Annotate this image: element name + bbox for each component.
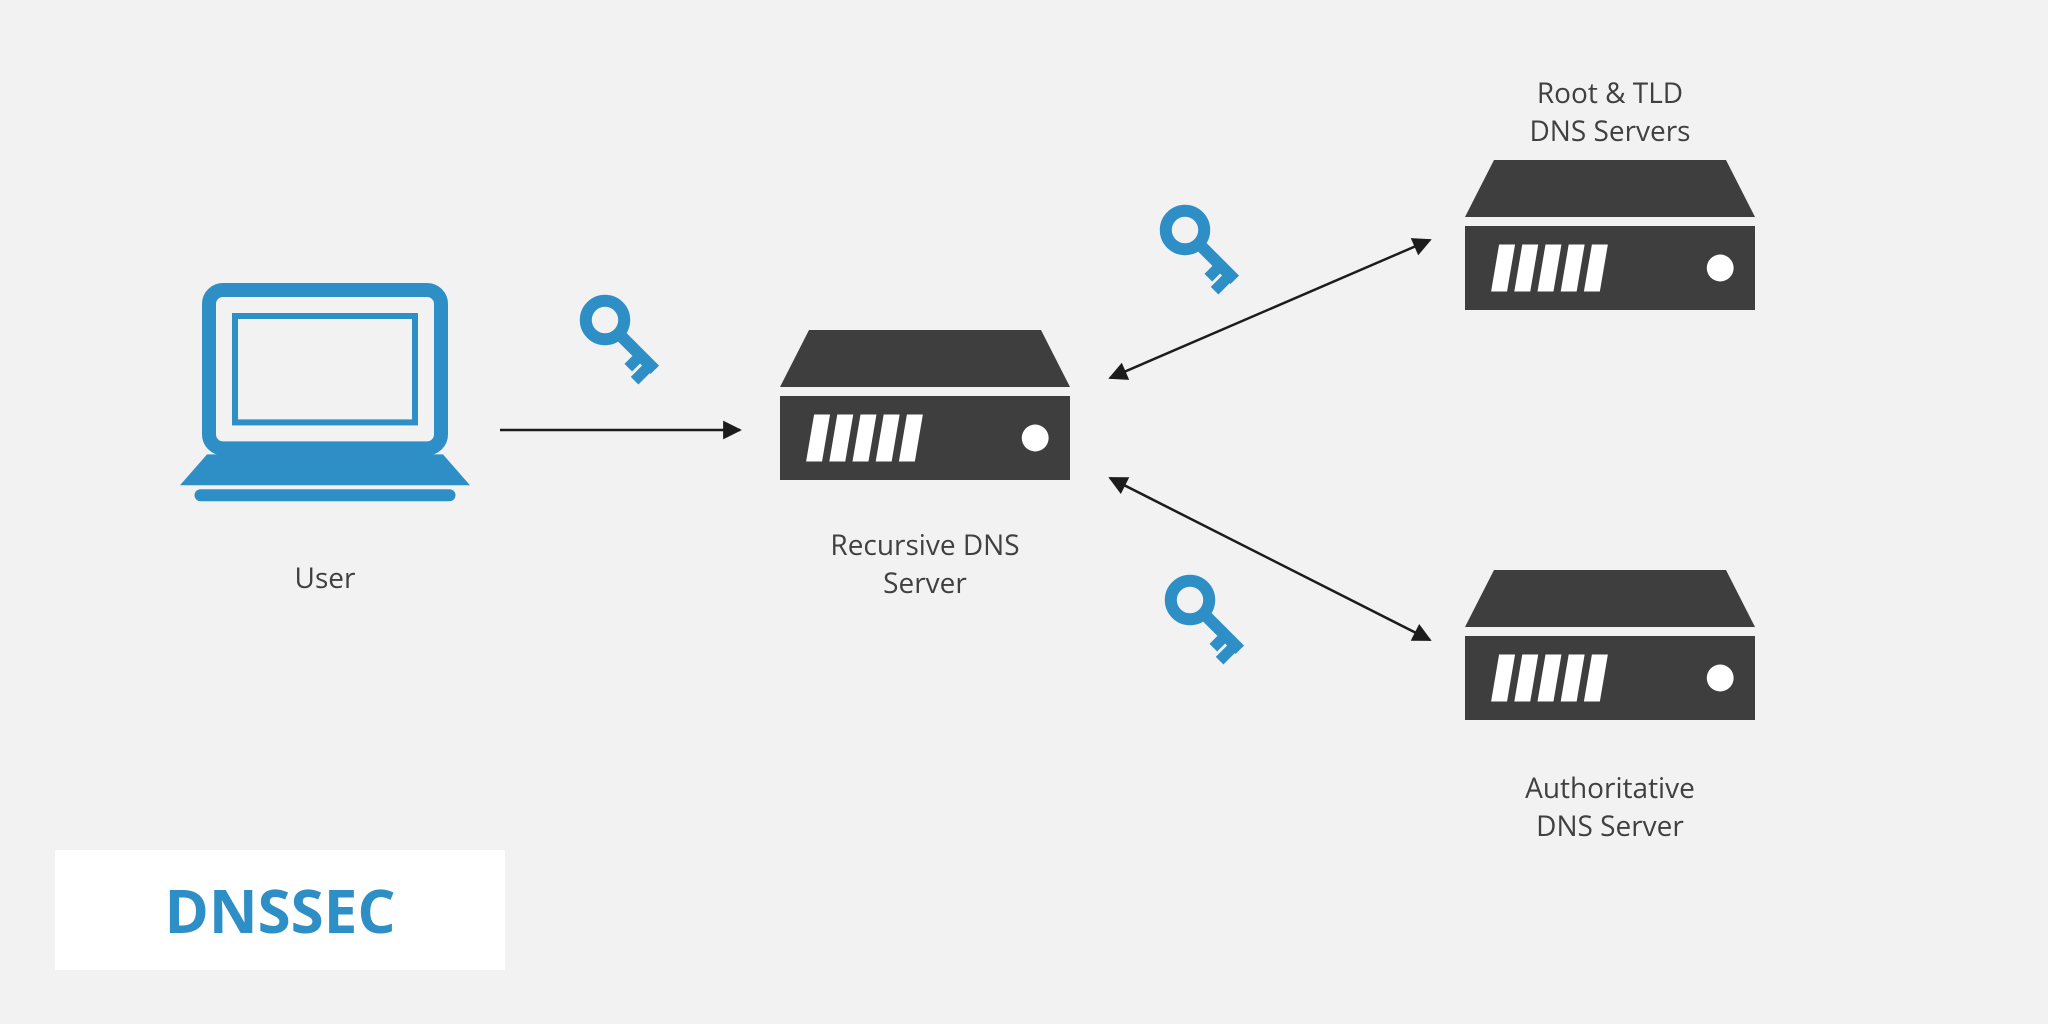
recursive-label: Recursive DNS Server bbox=[725, 527, 1125, 603]
dnssec-diagram: User Recursive DNS Server Root & TLD DNS S… bbox=[0, 0, 2048, 1024]
key-icon bbox=[1161, 573, 1254, 666]
key-icon bbox=[576, 293, 669, 386]
root-node bbox=[1465, 160, 1755, 310]
auth-node bbox=[1465, 570, 1755, 720]
user-node bbox=[180, 290, 470, 501]
key-icon bbox=[1156, 203, 1249, 296]
recursive-to-root bbox=[1110, 240, 1430, 378]
user-label: User bbox=[125, 560, 525, 598]
auth-label: Authoritative DNS Server bbox=[1410, 770, 1810, 846]
recursive-to-auth bbox=[1110, 478, 1430, 640]
diagram-title: DNSSEC bbox=[164, 869, 395, 951]
recursive-node bbox=[780, 330, 1070, 480]
title-box: DNSSEC bbox=[55, 850, 505, 970]
root-label: Root & TLD DNS Servers bbox=[1410, 75, 1810, 151]
